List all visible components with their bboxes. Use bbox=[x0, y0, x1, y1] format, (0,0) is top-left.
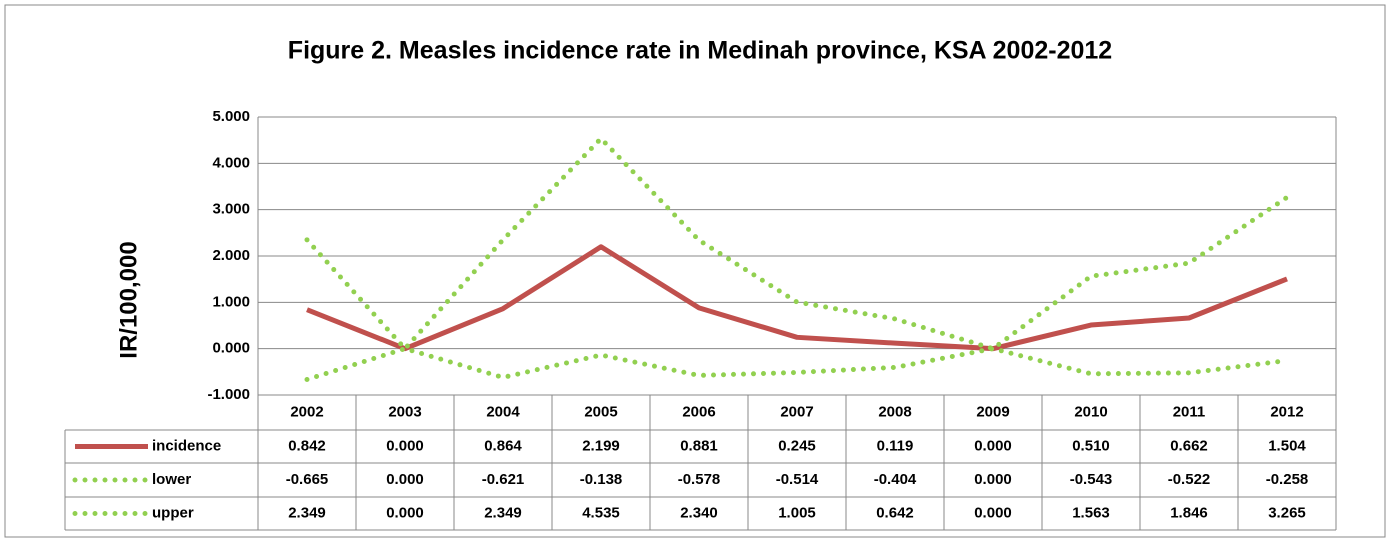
table-value: -0.578 bbox=[678, 471, 721, 488]
table-value: 4.535 bbox=[582, 504, 620, 521]
y-tick-label: 0.000 bbox=[212, 340, 250, 357]
series-line bbox=[306, 244, 1288, 352]
table-value: 0.000 bbox=[386, 437, 424, 454]
table-value: 0.642 bbox=[876, 504, 914, 521]
table-value: -0.621 bbox=[482, 471, 525, 488]
x-tick-label: 2007 bbox=[780, 403, 813, 420]
table-value: -0.258 bbox=[1266, 471, 1309, 488]
y-tick-label: 3.000 bbox=[212, 201, 250, 218]
table-value: 0.245 bbox=[778, 437, 816, 454]
table-value: 2.349 bbox=[484, 504, 522, 521]
legend-label: upper bbox=[152, 504, 194, 521]
x-tick-label: 2002 bbox=[290, 403, 323, 420]
table-value: 1.846 bbox=[1170, 504, 1208, 521]
table-value: -0.665 bbox=[286, 471, 329, 488]
legend-label: incidence bbox=[152, 437, 221, 454]
table-value: 0.881 bbox=[680, 437, 718, 454]
chart-border bbox=[4, 4, 1386, 538]
x-tick-label: 2004 bbox=[486, 403, 520, 420]
table-value: 0.000 bbox=[974, 504, 1012, 521]
table-value: 3.265 bbox=[1268, 504, 1306, 521]
table-value: 1.005 bbox=[778, 504, 816, 521]
x-tick-label: 2012 bbox=[1270, 403, 1303, 420]
x-tick-label: 2010 bbox=[1074, 403, 1107, 420]
table-value: 0.119 bbox=[877, 437, 914, 454]
x-tick-label: 2008 bbox=[878, 403, 911, 420]
table-value: 0.662 bbox=[1170, 437, 1208, 454]
series-line bbox=[304, 346, 1290, 382]
table-value: 0.000 bbox=[974, 437, 1012, 454]
legend-label: lower bbox=[152, 471, 191, 488]
table-value: 0.000 bbox=[386, 471, 424, 488]
y-axis-title: IR/100,000 bbox=[115, 241, 142, 358]
table-value: 0.000 bbox=[974, 471, 1012, 488]
table-value: 0.000 bbox=[386, 504, 424, 521]
y-tick-label: 4.000 bbox=[212, 154, 250, 171]
table-value: -0.138 bbox=[580, 471, 623, 488]
table-value: 0.864 bbox=[484, 437, 522, 454]
table-value: 1.563 bbox=[1072, 504, 1110, 521]
table-value: 2.199 bbox=[582, 437, 620, 454]
y-tick-label: 2.000 bbox=[212, 247, 250, 264]
table-value: 0.842 bbox=[288, 437, 326, 454]
table-value: 0.510 bbox=[1072, 437, 1110, 454]
table-value: 1.504 bbox=[1268, 437, 1306, 454]
series-line bbox=[304, 134, 1290, 353]
y-tick-label: -1.000 bbox=[207, 386, 250, 403]
x-tick-label: 2005 bbox=[584, 403, 617, 420]
x-tick-label: 2003 bbox=[388, 403, 421, 420]
y-tick-label: 5.000 bbox=[212, 108, 250, 125]
x-tick-label: 2009 bbox=[976, 403, 1009, 420]
table-value: -0.522 bbox=[1168, 471, 1211, 488]
table-value: 2.349 bbox=[288, 504, 326, 521]
x-tick-label: 2006 bbox=[682, 403, 715, 420]
y-tick-label: 1.000 bbox=[212, 293, 250, 310]
table-value: -0.514 bbox=[776, 471, 819, 488]
x-tick-label: 2011 bbox=[1173, 403, 1206, 420]
table-value: -0.543 bbox=[1070, 471, 1113, 488]
chart-title: Figure 2. Measles incidence rate in Medi… bbox=[288, 37, 1112, 65]
table-value: 2.340 bbox=[680, 504, 718, 521]
table-value: -0.404 bbox=[874, 471, 917, 488]
